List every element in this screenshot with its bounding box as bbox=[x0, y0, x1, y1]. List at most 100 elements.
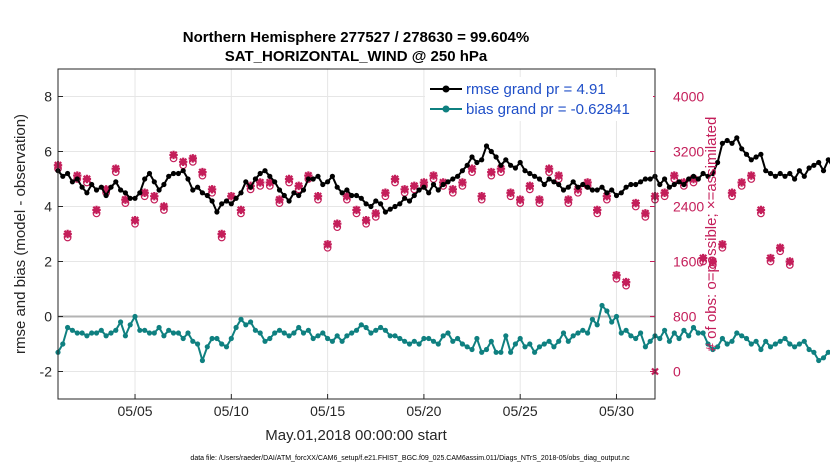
rmse-point bbox=[296, 192, 302, 199]
rmse-point bbox=[743, 151, 750, 157]
obs-assimilated-point bbox=[92, 205, 101, 215]
rmse-point bbox=[238, 190, 244, 196]
bias-point bbox=[387, 333, 393, 339]
obs-assimilated-point bbox=[82, 174, 92, 184]
rmse-point bbox=[613, 192, 620, 199]
bias-point bbox=[801, 338, 807, 344]
bias-point bbox=[402, 338, 408, 344]
rmse-point bbox=[113, 179, 119, 185]
bias-point bbox=[671, 330, 677, 336]
obs-assimilated-point bbox=[448, 185, 457, 194]
rmse-point bbox=[79, 184, 85, 190]
rmse-point bbox=[103, 192, 109, 199]
obs-assimilated-point bbox=[294, 181, 303, 191]
x-tick-label: 05/20 bbox=[406, 403, 441, 419]
obs-assimilated-point bbox=[631, 198, 640, 208]
y-right-tick-label: 2400 bbox=[673, 199, 704, 215]
rmse-point bbox=[585, 184, 591, 190]
bias-point bbox=[74, 330, 80, 336]
rmse-point bbox=[609, 187, 615, 193]
y-axis-label: rmse and bias (model - observation) bbox=[12, 114, 29, 354]
bias-point bbox=[589, 316, 596, 322]
rmse-point bbox=[806, 165, 812, 171]
bias-point bbox=[787, 341, 793, 347]
rmse-point bbox=[739, 146, 745, 152]
rmse-point bbox=[392, 203, 398, 210]
rmse-point bbox=[633, 181, 639, 188]
x-axis-label: May.01,2018 00:00:00 start bbox=[265, 427, 447, 444]
rmse-point bbox=[291, 190, 297, 196]
rmse-point bbox=[479, 157, 485, 163]
bias-point bbox=[522, 344, 528, 350]
legend-label-bias: bias grand pr = -0.62841 bbox=[466, 101, 630, 118]
bias-point bbox=[811, 349, 817, 355]
bias-point bbox=[276, 327, 283, 333]
rmse-point bbox=[387, 206, 393, 212]
rmse-point bbox=[228, 201, 234, 207]
rmse-point bbox=[353, 192, 360, 199]
bias-point bbox=[556, 338, 562, 344]
rmse-point bbox=[710, 170, 716, 177]
rmse-point bbox=[450, 176, 456, 182]
rmse-point bbox=[459, 168, 465, 174]
rmse-point bbox=[623, 184, 629, 190]
obs-assimilated-point bbox=[227, 191, 236, 201]
bias-point bbox=[209, 335, 215, 342]
obs-assimilated-point bbox=[689, 174, 698, 184]
obs-assimilated-point bbox=[766, 253, 775, 263]
rmse-point bbox=[522, 168, 528, 174]
obs-assimilated-point bbox=[785, 257, 795, 266]
bias-point bbox=[782, 335, 788, 342]
bias-point bbox=[69, 327, 75, 333]
rmse-point bbox=[801, 173, 807, 179]
y-axis-right-label: # of obs: o=possible; ×=assimilated bbox=[703, 117, 720, 352]
rmse-point bbox=[402, 195, 408, 201]
obs-assimilated-point bbox=[304, 171, 313, 180]
bias-point bbox=[430, 338, 437, 344]
rmse-point bbox=[782, 173, 788, 179]
bias-point bbox=[373, 327, 379, 333]
bias-point bbox=[705, 341, 711, 347]
bias-point bbox=[560, 330, 567, 336]
bias-point bbox=[695, 330, 701, 336]
y-axis-right: 0 800 1600 2400 3200 4000 bbox=[650, 89, 704, 380]
bias-point bbox=[108, 330, 114, 336]
obs-assimilated-point bbox=[150, 191, 159, 201]
rmse-point bbox=[329, 173, 335, 179]
rmse-point bbox=[243, 179, 249, 185]
y-axis-left: -2 0 2 4 6 8 bbox=[40, 89, 63, 380]
rmse-point bbox=[185, 176, 191, 182]
rmse-point bbox=[820, 168, 827, 174]
bias-point bbox=[666, 338, 673, 344]
rmse-point bbox=[93, 187, 100, 193]
bias-point bbox=[286, 333, 292, 339]
bias-point bbox=[676, 335, 682, 342]
obs-assimilated-point bbox=[352, 205, 361, 215]
obs-assimilated-point bbox=[410, 181, 419, 191]
y-right-tick-label: 3200 bbox=[673, 144, 704, 160]
bias-point bbox=[233, 324, 239, 331]
rmse-point bbox=[512, 165, 519, 171]
bias-point bbox=[195, 341, 201, 347]
rmse-point bbox=[151, 179, 157, 185]
rmse-point bbox=[767, 170, 774, 177]
obs-assimilated-point bbox=[708, 257, 717, 266]
bias-point bbox=[455, 335, 461, 342]
rmse-point bbox=[175, 170, 181, 177]
rmse-point bbox=[647, 176, 653, 182]
obs-assimilated-point bbox=[130, 216, 140, 225]
rmse-point bbox=[190, 187, 196, 193]
obs-assimilated-point bbox=[381, 188, 390, 197]
bias-point bbox=[715, 344, 721, 350]
rmse-point bbox=[325, 179, 331, 185]
rmse-point bbox=[378, 201, 384, 207]
rmse-point bbox=[349, 192, 355, 199]
bias-point bbox=[623, 327, 629, 333]
bias-point bbox=[642, 344, 649, 350]
obs-assimilated-point bbox=[101, 185, 111, 194]
rmse-point bbox=[170, 170, 177, 177]
rmse-point bbox=[748, 157, 754, 163]
x-tick-label: 05/10 bbox=[214, 403, 249, 419]
bias-point bbox=[406, 341, 413, 347]
